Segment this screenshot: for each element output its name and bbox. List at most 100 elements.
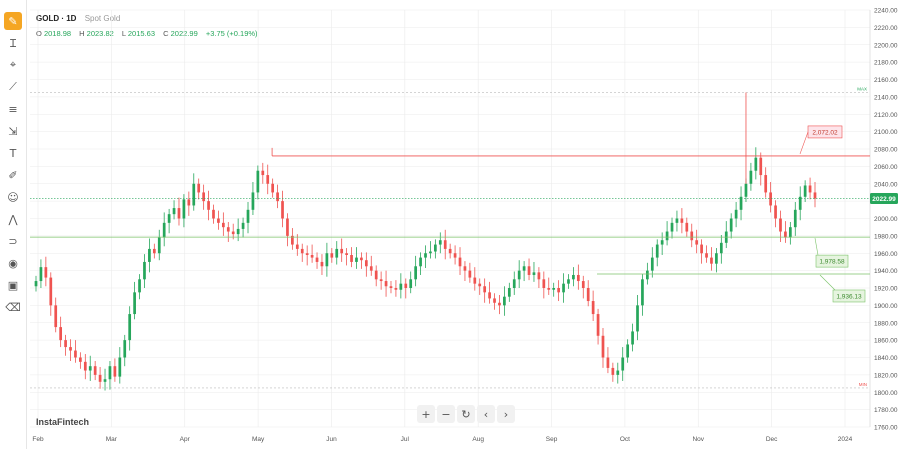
- candle-body: [710, 257, 713, 264]
- candle-body: [241, 222, 245, 229]
- x-tick-label: Aug: [472, 436, 484, 443]
- candle-body: [399, 283, 403, 290]
- low-label: L: [121, 29, 126, 38]
- current-price-label: 2022.99: [872, 196, 896, 203]
- candle-body: [379, 279, 383, 282]
- candle-body: [330, 253, 334, 258]
- candle-body: [374, 270, 378, 280]
- x-tick-label: May: [252, 436, 265, 443]
- candle-body: [660, 240, 664, 245]
- trend-line-icon[interactable]: ⟋: [9, 80, 17, 93]
- y-tick-label: 1840.00: [874, 355, 898, 362]
- candle-body: [498, 302, 501, 306]
- candle-body: [148, 248, 151, 262]
- emoji-icon[interactable]: ☺: [7, 190, 19, 204]
- support-label: 1,936.13: [836, 293, 862, 300]
- candle-body: [532, 272, 536, 275]
- candle-body: [650, 257, 654, 271]
- zoom-in-button[interactable]: +: [417, 405, 435, 423]
- support-pointer: [814, 238, 819, 256]
- reset-button[interactable]: ↻: [457, 405, 475, 423]
- candle-body: [488, 292, 491, 299]
- candle-body: [749, 170, 753, 184]
- candle-body: [340, 248, 344, 254]
- candle-body: [251, 192, 255, 210]
- crosshair-icon[interactable]: ⌖: [9, 58, 17, 71]
- candle-body: [478, 283, 482, 287]
- candle-body: [83, 361, 87, 371]
- scroll-left-button[interactable]: ‹: [477, 405, 495, 423]
- candle-body: [665, 231, 669, 241]
- open-value: 2018.98: [43, 29, 72, 38]
- candle-body: [69, 347, 72, 351]
- candle-body: [715, 253, 718, 264]
- candle-body: [133, 292, 136, 315]
- candle-body: [779, 218, 782, 232]
- y-tick-label: 2200.00: [874, 42, 898, 49]
- candle-body: [517, 270, 521, 280]
- scroll-right-button[interactable]: ›: [497, 405, 515, 423]
- candle-body: [305, 253, 309, 255]
- y-tick-label: 2140.00: [874, 94, 898, 101]
- candle-body: [39, 267, 43, 282]
- y-tick-label: 2180.00: [874, 60, 898, 67]
- candle-body: [562, 283, 565, 293]
- eye-icon[interactable]: ◉: [8, 256, 18, 270]
- candle-body: [606, 357, 610, 368]
- candle-body: [670, 222, 674, 232]
- candle-body: [404, 283, 408, 288]
- candle-body: [542, 279, 546, 288]
- candle-body: [350, 254, 353, 262]
- y-tick-label: 1900.00: [874, 303, 898, 310]
- candle-body: [212, 209, 215, 219]
- y-tick-label: 2240.00: [874, 8, 898, 15]
- candle-body: [581, 281, 585, 288]
- candle-body: [167, 214, 171, 223]
- y-tick-label: 2040.00: [874, 181, 898, 188]
- candle-body: [557, 288, 560, 293]
- candle-body: [246, 209, 250, 223]
- candle-body: [453, 253, 457, 258]
- candle-body: [754, 157, 758, 171]
- text-icon[interactable]: T: [9, 146, 17, 160]
- candle-body: [729, 218, 733, 232]
- candle-body: [300, 248, 304, 254]
- magnet-icon[interactable]: ⊃: [8, 234, 18, 248]
- fib-icon[interactable]: ≡: [8, 102, 18, 116]
- y-tick-label: 1880.00: [874, 320, 898, 327]
- candle-body: [611, 367, 615, 375]
- candle-body: [759, 157, 763, 176]
- candle-body: [182, 199, 186, 219]
- max-label: MAX: [857, 87, 867, 92]
- candle-body: [103, 379, 107, 382]
- zoom-out-button[interactable]: −: [437, 405, 455, 423]
- candle-body: [93, 366, 97, 375]
- brush-icon[interactable]: ✐: [8, 168, 18, 182]
- candle-body: [325, 253, 329, 267]
- candle-body: [419, 257, 422, 267]
- min-label: MIN: [859, 382, 867, 387]
- lock-icon[interactable]: ▣: [7, 278, 19, 292]
- candle-body: [123, 340, 127, 358]
- symbol-label[interactable]: GOLD · 1D: [36, 14, 77, 23]
- candle-body: [54, 305, 58, 328]
- candle-body: [291, 235, 294, 245]
- low-value: 2015.63: [127, 29, 156, 38]
- candle-body: [744, 183, 748, 197]
- resistance-label-box: [807, 125, 843, 139]
- candle-body: [172, 208, 176, 215]
- candle-body: [596, 314, 600, 336]
- trash-icon[interactable]: ⌫: [5, 300, 21, 314]
- candle-body: [586, 288, 590, 302]
- candle-body: [458, 257, 462, 267]
- pencil-icon[interactable]: ✎: [4, 12, 22, 30]
- pattern-icon[interactable]: ⋀: [8, 212, 18, 226]
- text-cursor-icon[interactable]: Ɪ: [9, 36, 17, 50]
- candle-body: [187, 199, 191, 206]
- measure-icon[interactable]: ⇲: [8, 124, 18, 138]
- candle-body: [473, 277, 477, 284]
- candle-body: [64, 340, 67, 348]
- candle-body: [567, 279, 570, 284]
- close-label: C: [163, 29, 169, 38]
